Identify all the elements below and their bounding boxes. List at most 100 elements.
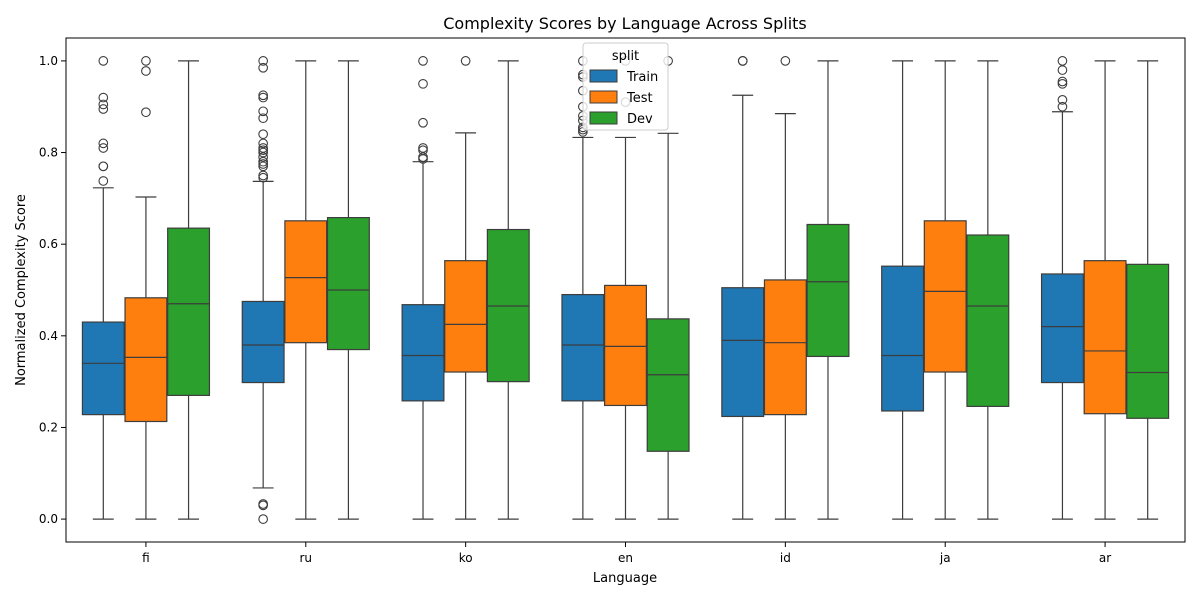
- outlier-point: [258, 161, 269, 172]
- box-train-ru: [241, 56, 285, 524]
- box-iqr: [284, 220, 328, 344]
- box-iqr: [923, 220, 967, 373]
- y-tick-label: 0.8: [39, 146, 58, 160]
- box-dev-ja: [966, 60, 1010, 520]
- y-tick-label: 0.6: [39, 237, 58, 251]
- box-iqr: [1126, 263, 1170, 419]
- outlier-point: [1057, 101, 1068, 112]
- box-train-ko: [401, 56, 445, 520]
- outlier-point: [780, 56, 791, 66]
- outlier-point: [141, 107, 151, 118]
- outlier-point: [98, 161, 109, 172]
- outlier-point: [1057, 76, 1068, 87]
- box-iqr: [401, 304, 445, 402]
- y-tick-label: 0.4: [39, 329, 58, 343]
- outlier-point: [1057, 78, 1068, 89]
- outlier-point: [258, 138, 269, 149]
- box-dev-ko: [486, 60, 530, 520]
- box-test-id: [763, 56, 807, 520]
- x-tick-label: ar: [1099, 551, 1111, 565]
- box-dev-fi: [167, 60, 211, 520]
- box-iqr: [167, 227, 211, 396]
- box-test-ko: [444, 56, 488, 520]
- outlier-point: [98, 92, 109, 103]
- outlier-point: [258, 159, 269, 169]
- outlier-point: [258, 145, 269, 156]
- box-iqr: [326, 217, 370, 351]
- outlier-point: [418, 78, 428, 89]
- box-train-en: [561, 56, 605, 520]
- chart-title: Complexity Scores by Language Across Spl…: [443, 14, 807, 33]
- box-iqr: [1083, 260, 1127, 415]
- x-axis-label: Language: [593, 571, 657, 586]
- plot-area: [81, 56, 1170, 524]
- x-tick-label: id: [780, 551, 791, 565]
- x-tick-label: fi: [142, 551, 150, 565]
- outlier-point: [258, 143, 269, 153]
- outlier-point: [258, 499, 269, 509]
- box-test-en: [604, 56, 647, 520]
- box-iqr: [604, 284, 647, 407]
- legend-label-train: Train: [626, 70, 658, 85]
- box-test-ja: [923, 60, 967, 520]
- box-iqr: [241, 300, 285, 384]
- outlier-point: [418, 143, 428, 153]
- box-iqr: [646, 318, 690, 452]
- outlier-point: [460, 56, 471, 66]
- outlier-point: [258, 152, 269, 162]
- box-iqr: [806, 223, 850, 358]
- box-test-fi: [124, 56, 168, 520]
- outlier-point: [258, 129, 269, 140]
- outlier-point: [1057, 95, 1068, 105]
- outlier-point: [98, 176, 109, 186]
- x-tick-label: en: [618, 551, 633, 565]
- outlier-point: [418, 145, 428, 156]
- outlier-point: [258, 514, 269, 524]
- outlier-point: [258, 170, 269, 181]
- outlier-point: [737, 56, 748, 66]
- legend-label-dev: Dev: [627, 112, 653, 127]
- y-axis: 0.0 0.2 0.4 0.6 0.8 1.0: [39, 54, 66, 526]
- y-axis-label: Normalized Complexity Score: [14, 194, 29, 386]
- y-tick-label: 0.2: [39, 420, 58, 434]
- outlier-point: [258, 113, 269, 124]
- box-iqr: [444, 260, 488, 373]
- x-tick-label: ru: [300, 551, 313, 565]
- outlier-point: [1057, 65, 1068, 75]
- outlier-point: [98, 99, 109, 110]
- outlier-point: [98, 104, 109, 114]
- outlier-point: [258, 106, 269, 117]
- outlier-point: [258, 172, 269, 183]
- box-dev-ru: [326, 60, 370, 520]
- box-train-ar: [1040, 56, 1084, 520]
- outlier-point: [141, 66, 151, 76]
- legend-label-test: Test: [626, 91, 653, 106]
- box-test-ru: [284, 60, 328, 520]
- box-test-ar: [1083, 60, 1127, 520]
- box-dev-ar: [1126, 60, 1170, 520]
- outlier-point: [258, 62, 269, 73]
- box-iqr: [81, 321, 125, 416]
- legend-swatch-train: [589, 69, 618, 83]
- legend-swatch-test: [589, 90, 618, 104]
- box-dev-en: [646, 56, 690, 520]
- box-iqr: [721, 287, 765, 418]
- x-tick-label: ko: [459, 551, 473, 565]
- box-iqr: [561, 293, 605, 402]
- x-tick-label: ja: [939, 551, 951, 565]
- box-iqr: [1040, 273, 1084, 384]
- y-tick-label: 1.0: [39, 54, 58, 68]
- box-iqr: [124, 297, 168, 423]
- box-iqr: [881, 265, 925, 412]
- outlier-point: [258, 147, 269, 158]
- outlier-point: [1057, 56, 1068, 66]
- outlier-point: [418, 56, 428, 66]
- outlier-point: [418, 117, 428, 128]
- outlier-point: [98, 56, 109, 66]
- box-train-ja: [881, 60, 925, 520]
- outlier-point: [418, 152, 428, 162]
- legend: split Train Test Dev: [582, 42, 669, 131]
- box-iqr: [763, 279, 807, 416]
- box-train-id: [721, 56, 765, 520]
- legend-title: split: [612, 49, 639, 64]
